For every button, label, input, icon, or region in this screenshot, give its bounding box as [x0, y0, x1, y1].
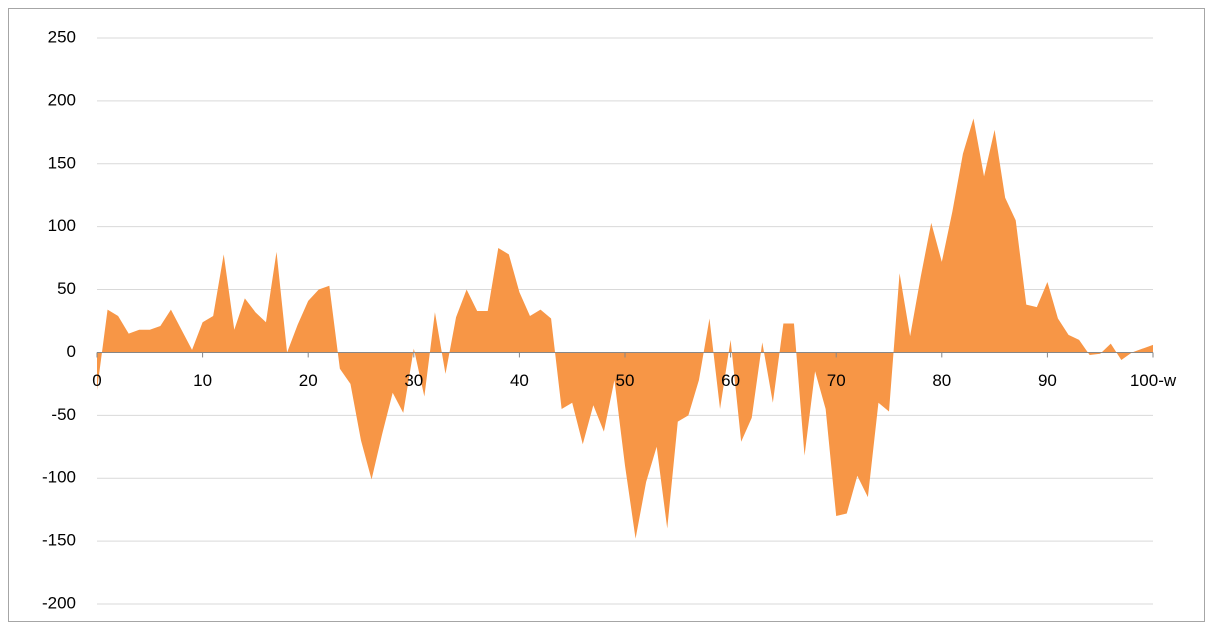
y-tick-label: 250: [48, 27, 76, 46]
y-tick-label: -200: [42, 593, 76, 612]
x-tick-label: 20: [299, 371, 318, 390]
x-tick-label: 90: [1038, 371, 1057, 390]
y-tick-label: 150: [48, 153, 76, 172]
x-tick-label: 30: [404, 371, 423, 390]
x-tick-label: 80: [932, 371, 951, 390]
y-tick-label: -100: [42, 468, 76, 487]
x-tick-label: 0: [92, 371, 101, 390]
y-tick-label: 100: [48, 216, 76, 235]
x-tick-label: 50: [616, 371, 635, 390]
y-tick-label: -50: [51, 405, 76, 424]
y-tick-label: 50: [57, 279, 76, 298]
y-tick-label: -150: [42, 531, 76, 550]
x-tick-label: 70: [827, 371, 846, 390]
x-tick-label: 10: [193, 371, 212, 390]
x-tick-label: 40: [510, 371, 529, 390]
y-tick-label: 200: [48, 90, 76, 109]
area: [97, 118, 1153, 539]
y-tick-label: 0: [67, 342, 76, 361]
x-tick-label: 100-w: [1130, 371, 1177, 390]
x-tick-label: 60: [721, 371, 740, 390]
